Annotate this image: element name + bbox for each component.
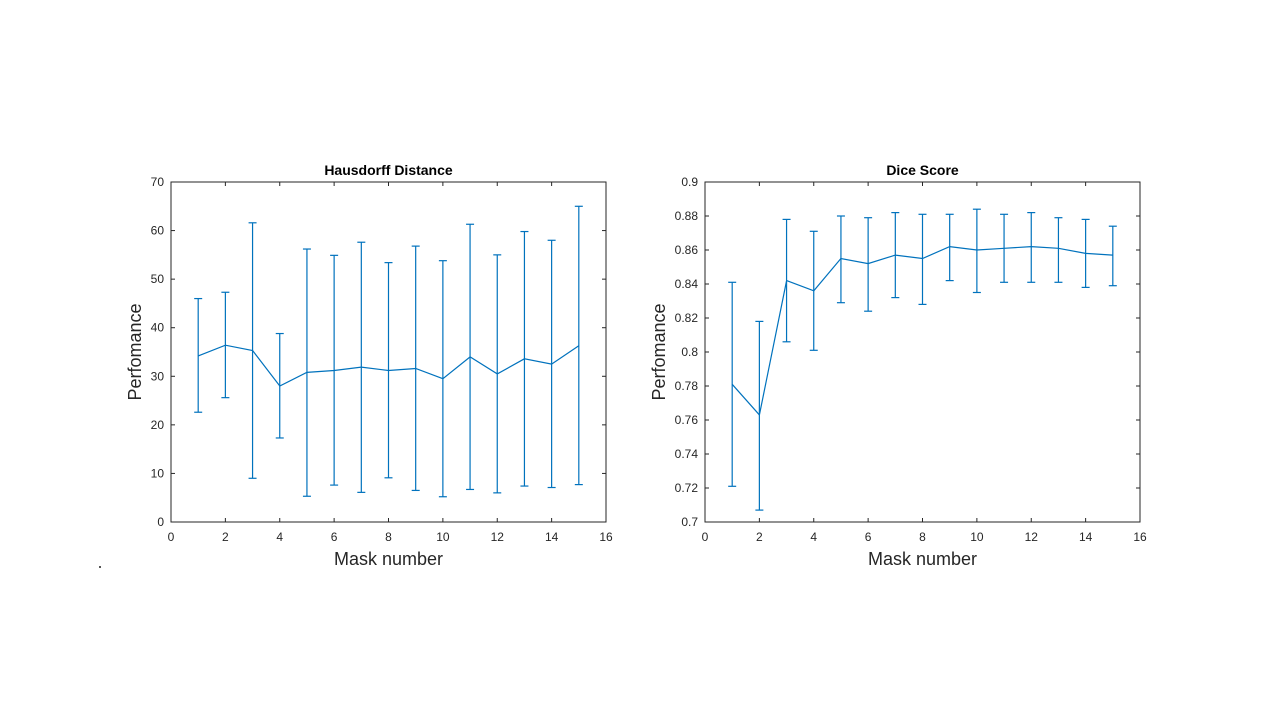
series-line [731,245,1113,417]
y-tick-label: 70 [151,175,165,189]
x-tick-label: 14 [545,530,559,544]
x-tick-label: 2 [756,530,763,544]
x-tick-label: 6 [331,530,338,544]
y-axis-label: Perfomance [649,303,669,400]
y-tick-label: 30 [151,369,165,383]
y-tick-label: 0.74 [675,447,699,461]
chart-title: Hausdorff Distance [324,162,453,178]
y-tick-label: 0.78 [675,379,699,393]
y-tick-label: 0 [157,515,164,529]
x-tick-label: 0 [168,530,175,544]
y-tick-label: 0.9 [681,175,698,189]
series-line [197,344,580,387]
y-tick-label: 50 [151,272,165,286]
x-tick-label: 12 [1025,530,1039,544]
y-tick-label: 0.72 [675,481,699,495]
y-tick-label: 0.84 [675,277,699,291]
y-tick-label: 0.7 [681,515,698,529]
dice-chart: Dice Score Mask number Perfomance 0 2 4 6 8 1… [649,162,1147,569]
x-tick-label: 10 [436,530,450,544]
x-tick-label: 4 [810,530,817,544]
x-tick-label: 16 [599,530,613,544]
y-tick-label: 0.82 [675,311,699,325]
y-tick-label: 0.86 [675,243,699,257]
x-tick-label: 2 [222,530,229,544]
x-tick-label: 6 [865,530,872,544]
x-tick-label: 8 [919,530,926,544]
x-tick-label: 4 [276,530,283,544]
x-tick-label: 14 [1079,530,1093,544]
y-tick-label: 0.8 [681,345,698,359]
y-tick-label: 60 [151,224,165,238]
x-tick-label: 12 [491,530,505,544]
x-tick-label: 0 [702,530,709,544]
y-tick-label: 40 [151,321,165,335]
x-axis-label: Mask number [334,549,443,569]
chart-title: Dice Score [886,162,959,178]
y-tick-label: 20 [151,418,165,432]
hausdorff-chart: Hausdorff Distance Mask number Perfomanc… [125,162,613,569]
x-axis-label: Mask number [868,549,977,569]
x-tick-label: 16 [1133,530,1147,544]
y-tick-label: 0.76 [675,413,699,427]
y-axis-label: Perfomance [125,303,145,400]
stray-dot [99,566,101,568]
x-tick-label: 10 [970,530,984,544]
y-tick-label: 10 [151,466,165,480]
y-tick-label: 0.88 [675,209,699,223]
x-tick-label: 8 [385,530,392,544]
